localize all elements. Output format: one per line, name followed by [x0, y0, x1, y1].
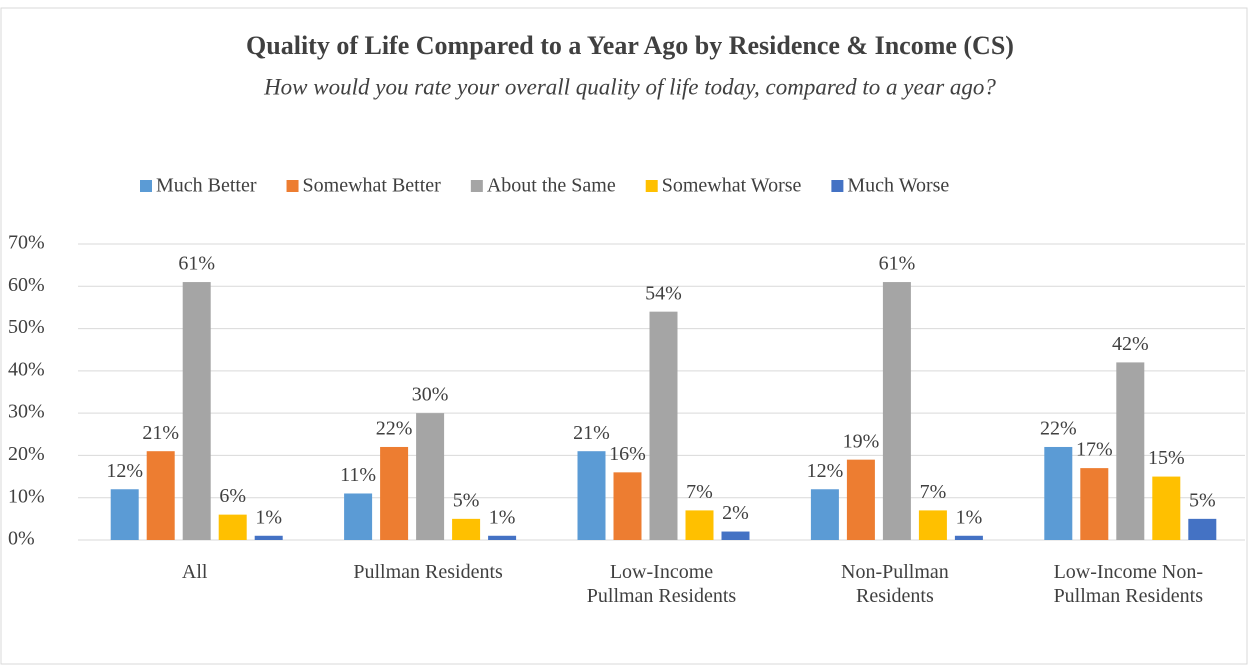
data-label: 11% [340, 464, 376, 486]
data-label: 15% [1148, 447, 1185, 469]
y-tick-label: 30% [8, 401, 45, 423]
data-label: 22% [376, 418, 413, 440]
bar [182, 282, 211, 540]
legend-label: Somewhat Better [303, 175, 442, 197]
legend-label: Much Worse [847, 175, 949, 197]
data-label: 1% [255, 506, 282, 528]
legend-label: About the Same [487, 175, 616, 197]
y-tick-label: 60% [8, 274, 45, 296]
data-label: 21% [573, 422, 610, 444]
y-tick-label: 0% [8, 528, 35, 550]
chart-subtitle: How would you rate your overall quality … [263, 74, 996, 99]
legend-swatch [140, 180, 152, 192]
bar [110, 489, 139, 540]
bar [882, 282, 911, 540]
bar [649, 311, 678, 540]
x-tick-label: Low-Income Non-Pullman Residents [1053, 561, 1204, 607]
bar [810, 489, 839, 540]
data-label: 22% [1040, 418, 1077, 440]
legend-swatch [286, 180, 299, 192]
bar [685, 510, 714, 540]
data-label: 19% [843, 430, 880, 452]
x-tick-label: All [181, 561, 208, 583]
data-label: 12% [807, 460, 844, 482]
bar [1116, 362, 1145, 540]
legend-label: Much Better [156, 175, 257, 197]
data-label: 16% [609, 443, 646, 465]
bar [344, 493, 373, 540]
data-label: 5% [453, 489, 480, 511]
y-tick-label: 20% [8, 443, 45, 465]
data-label: 7% [920, 481, 947, 503]
bar [954, 535, 983, 540]
x-tick-label: Low-Income Pullman Residents [586, 561, 737, 607]
bar [380, 446, 409, 540]
data-label: 61% [879, 253, 916, 275]
data-label: 7% [686, 481, 713, 503]
bar [1152, 476, 1181, 540]
legend-swatch [645, 180, 658, 192]
bar [613, 472, 642, 540]
bar [1080, 468, 1109, 540]
bar [721, 531, 750, 540]
data-label: 17% [1076, 439, 1113, 461]
bar [918, 510, 947, 540]
data-label: 12% [106, 460, 143, 482]
data-label: 54% [645, 282, 682, 304]
bar [577, 451, 606, 540]
data-label: 42% [1112, 333, 1149, 355]
data-label: 2% [722, 502, 749, 524]
y-tick-label: 40% [8, 358, 45, 380]
legend-label: Somewhat Worse [662, 175, 802, 197]
bar [1188, 518, 1217, 540]
data-label: 61% [178, 253, 215, 275]
y-tick-label: 10% [8, 485, 45, 507]
data-label: 1% [956, 506, 983, 528]
data-label: 5% [1189, 489, 1216, 511]
bar [254, 535, 283, 540]
chart-title: Quality of Life Compared to a Year Ago b… [246, 31, 1014, 60]
data-label: 6% [219, 485, 246, 507]
bar [146, 451, 175, 540]
bar [416, 413, 445, 540]
x-tick-label: Pullman Residents [353, 561, 503, 583]
y-tick-label: 50% [8, 316, 45, 338]
legend-swatch [470, 180, 483, 192]
data-label: 21% [142, 422, 179, 444]
legend-swatch [831, 180, 844, 192]
data-label: 30% [412, 384, 449, 406]
y-tick-label: 70% [8, 232, 45, 254]
bar [846, 459, 875, 540]
bar [452, 518, 481, 540]
bar [218, 514, 247, 540]
bar [488, 535, 517, 540]
data-label: 1% [489, 506, 516, 528]
bar [1044, 446, 1073, 540]
x-tick-label: Non-Pullman Residents [841, 561, 949, 607]
